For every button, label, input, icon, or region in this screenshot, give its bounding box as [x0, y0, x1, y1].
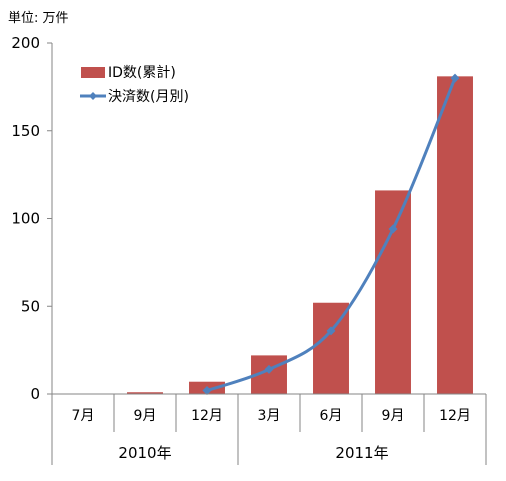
- legend-swatch-bars: [81, 67, 105, 78]
- y-tick-label: 200: [11, 34, 40, 52]
- x-category-label: 7月: [72, 408, 95, 424]
- line-point: [202, 385, 212, 395]
- x-group-label: 2011年: [335, 444, 388, 462]
- x-group-label: 2010年: [118, 444, 171, 462]
- legend-label-line: 決済数(月別): [108, 89, 189, 105]
- legend: ID数(累計) 決済数(月別): [80, 65, 189, 105]
- bar-series: [127, 76, 473, 394]
- y-tick-label: 0: [30, 385, 40, 403]
- x-category-label: 6月: [320, 408, 343, 424]
- line-path: [206, 77, 457, 392]
- line-point: [326, 326, 336, 336]
- y-tick-label: 100: [11, 210, 40, 228]
- bar: [127, 392, 163, 394]
- y-tick-label: 150: [11, 122, 40, 140]
- y-tick-label: 50: [21, 297, 40, 315]
- line-point: [388, 224, 398, 234]
- x-category-label: 12月: [191, 408, 223, 424]
- x-category-label: 9月: [382, 408, 405, 424]
- line-point: [450, 73, 460, 83]
- legend-label-bars: ID数(累計): [108, 65, 176, 81]
- x-category-label: 3月: [258, 408, 281, 424]
- x-category-label: 9月: [134, 408, 157, 424]
- bar: [437, 76, 473, 394]
- line-series: [202, 73, 460, 395]
- bar: [375, 190, 411, 394]
- legend-marker-line: [89, 92, 97, 100]
- x-category-label: 12月: [439, 408, 471, 424]
- y-axis: 0 50 100 150 200: [11, 34, 53, 403]
- unit-label: 単位: 万件: [8, 10, 69, 26]
- line-point: [264, 364, 274, 374]
- x-axis: 7月 9月 12月 3月 6月 9月 12月 2010年 2011年: [51, 393, 487, 465]
